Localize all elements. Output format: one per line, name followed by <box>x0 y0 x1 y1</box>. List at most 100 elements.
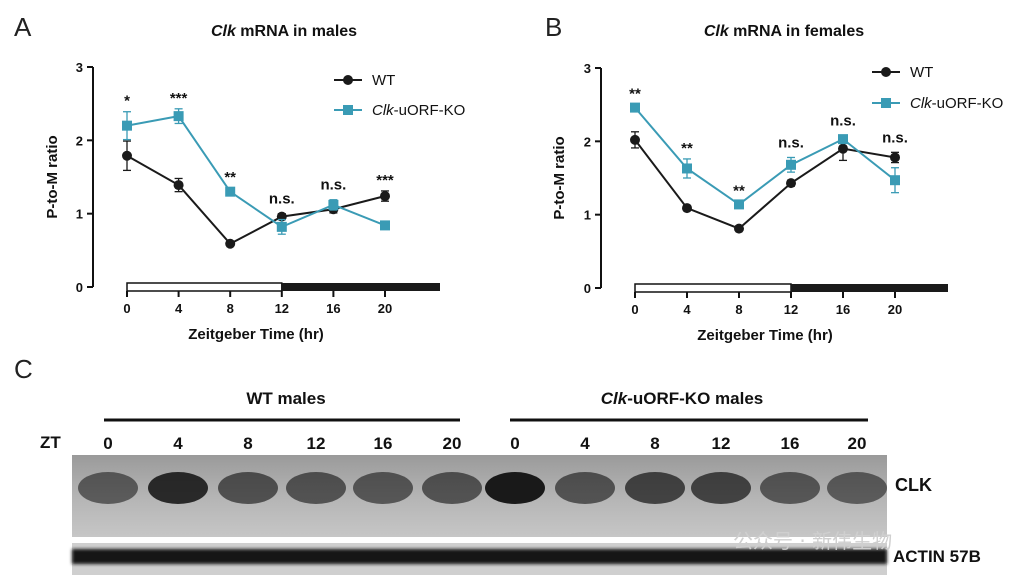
panel-a-letter: A <box>14 12 32 42</box>
significance-label: *** <box>170 90 188 107</box>
legend: WT Clk-uORF-KO <box>872 64 1003 112</box>
lane-label: 16 <box>374 434 393 453</box>
ko-point <box>838 134 848 145</box>
significance-label: ** <box>629 86 641 103</box>
wt-point <box>630 134 640 145</box>
y-tick-label: 3 <box>76 60 83 75</box>
ko-point <box>682 163 692 174</box>
dark-phase-bar <box>791 284 948 292</box>
y-tick-label: 1 <box>584 208 591 223</box>
ko-point <box>122 120 132 131</box>
ko-point <box>276 221 287 232</box>
x-axis-title: Zeitgeber Time (hr) <box>697 327 833 344</box>
significance-label: n.s. <box>882 129 908 146</box>
y-tick-label: 0 <box>76 280 83 295</box>
watermark: 公众号 · 新伟生物 <box>733 529 892 553</box>
x-tick-label: 4 <box>175 301 183 316</box>
x-tick-label: 8 <box>227 301 234 316</box>
ko-series-line <box>126 115 386 229</box>
ko-point <box>225 186 236 197</box>
wt-point <box>225 238 236 249</box>
wt-point <box>682 203 692 214</box>
x-tick-label: 8 <box>735 302 742 317</box>
ko-point <box>890 175 900 186</box>
x-tick-label: 0 <box>631 302 638 317</box>
lane-label: 0 <box>103 434 112 453</box>
clk-band <box>422 472 482 504</box>
legend-marker <box>343 105 353 115</box>
panel-b-title: Clk mRNA in females <box>704 23 864 40</box>
y-tick-label: 1 <box>76 207 83 222</box>
x-tick-label: 16 <box>326 301 340 316</box>
legend: WT Clk-uORF-KO <box>334 72 465 119</box>
ko-point <box>380 220 390 231</box>
lane-label: 0 <box>510 434 519 453</box>
x-tick-label: 0 <box>123 301 130 316</box>
wt-point <box>786 178 796 189</box>
actin-band <box>72 549 887 564</box>
clk-band <box>353 472 413 504</box>
lane-label: 20 <box>848 434 867 453</box>
significance-label: * <box>124 93 130 110</box>
x-tick-label: 20 <box>378 301 392 316</box>
ko-point <box>734 199 744 210</box>
significance-label: *** <box>376 172 394 189</box>
clk-band <box>625 472 685 504</box>
wt-series-line <box>126 154 386 245</box>
lane-label: 8 <box>650 434 659 453</box>
significance-label: ** <box>224 169 236 186</box>
clk-band <box>148 472 208 504</box>
lane-label: 4 <box>580 434 590 453</box>
lane-label: 12 <box>712 434 731 453</box>
significance-label: n.s. <box>778 134 804 151</box>
clk-band <box>78 472 138 504</box>
clk-band <box>485 472 545 504</box>
ko-point <box>328 199 339 210</box>
x-axis-title: Zeitgeber Time (hr) <box>188 326 324 343</box>
significance-label: ** <box>733 182 745 199</box>
wt-series-line <box>634 139 896 230</box>
ko-point <box>173 111 184 122</box>
panel-b-letter: B <box>545 12 562 42</box>
significance-label: ** <box>681 140 693 157</box>
clk-band <box>555 472 615 504</box>
lane-label: 4 <box>173 434 183 453</box>
light-phase-bar <box>126 282 283 292</box>
clk-blot-strip <box>72 455 887 537</box>
clk-band <box>760 472 820 504</box>
legend-marker <box>343 75 353 85</box>
wt-point <box>380 191 390 202</box>
zt-label: ZT <box>40 433 61 452</box>
wt-point <box>734 223 744 234</box>
legend-label: WT <box>910 64 933 81</box>
ko-males-label: Clk-uORF-KO males <box>601 389 764 408</box>
wt-point <box>122 150 132 161</box>
y-tick-label: 2 <box>76 133 83 148</box>
clk-band <box>827 472 887 504</box>
lane-label: 8 <box>243 434 252 453</box>
x-tick-label: 16 <box>836 302 850 317</box>
ko-point <box>786 159 796 170</box>
x-tick-label: 12 <box>784 302 798 317</box>
dark-phase-bar <box>281 283 440 291</box>
legend-label: Clk-uORF-KO <box>910 95 1003 112</box>
ko-point <box>630 102 640 113</box>
wt-males-label: WT males <box>246 389 325 408</box>
x-tick-label: 4 <box>683 302 691 317</box>
lane-label: 20 <box>443 434 462 453</box>
y-axis-title: P-to-M ratio <box>44 135 61 218</box>
y-axis-title: P-to-M ratio <box>551 136 568 219</box>
y-tick-label: 0 <box>584 281 591 296</box>
wt-point <box>173 180 184 191</box>
clk-band <box>286 472 346 504</box>
significance-label: n.s. <box>269 191 295 208</box>
wt-point <box>838 143 848 154</box>
ko-series-line <box>634 106 896 206</box>
legend-label: Clk-uORF-KO <box>372 102 465 119</box>
clk-bands <box>78 472 887 504</box>
